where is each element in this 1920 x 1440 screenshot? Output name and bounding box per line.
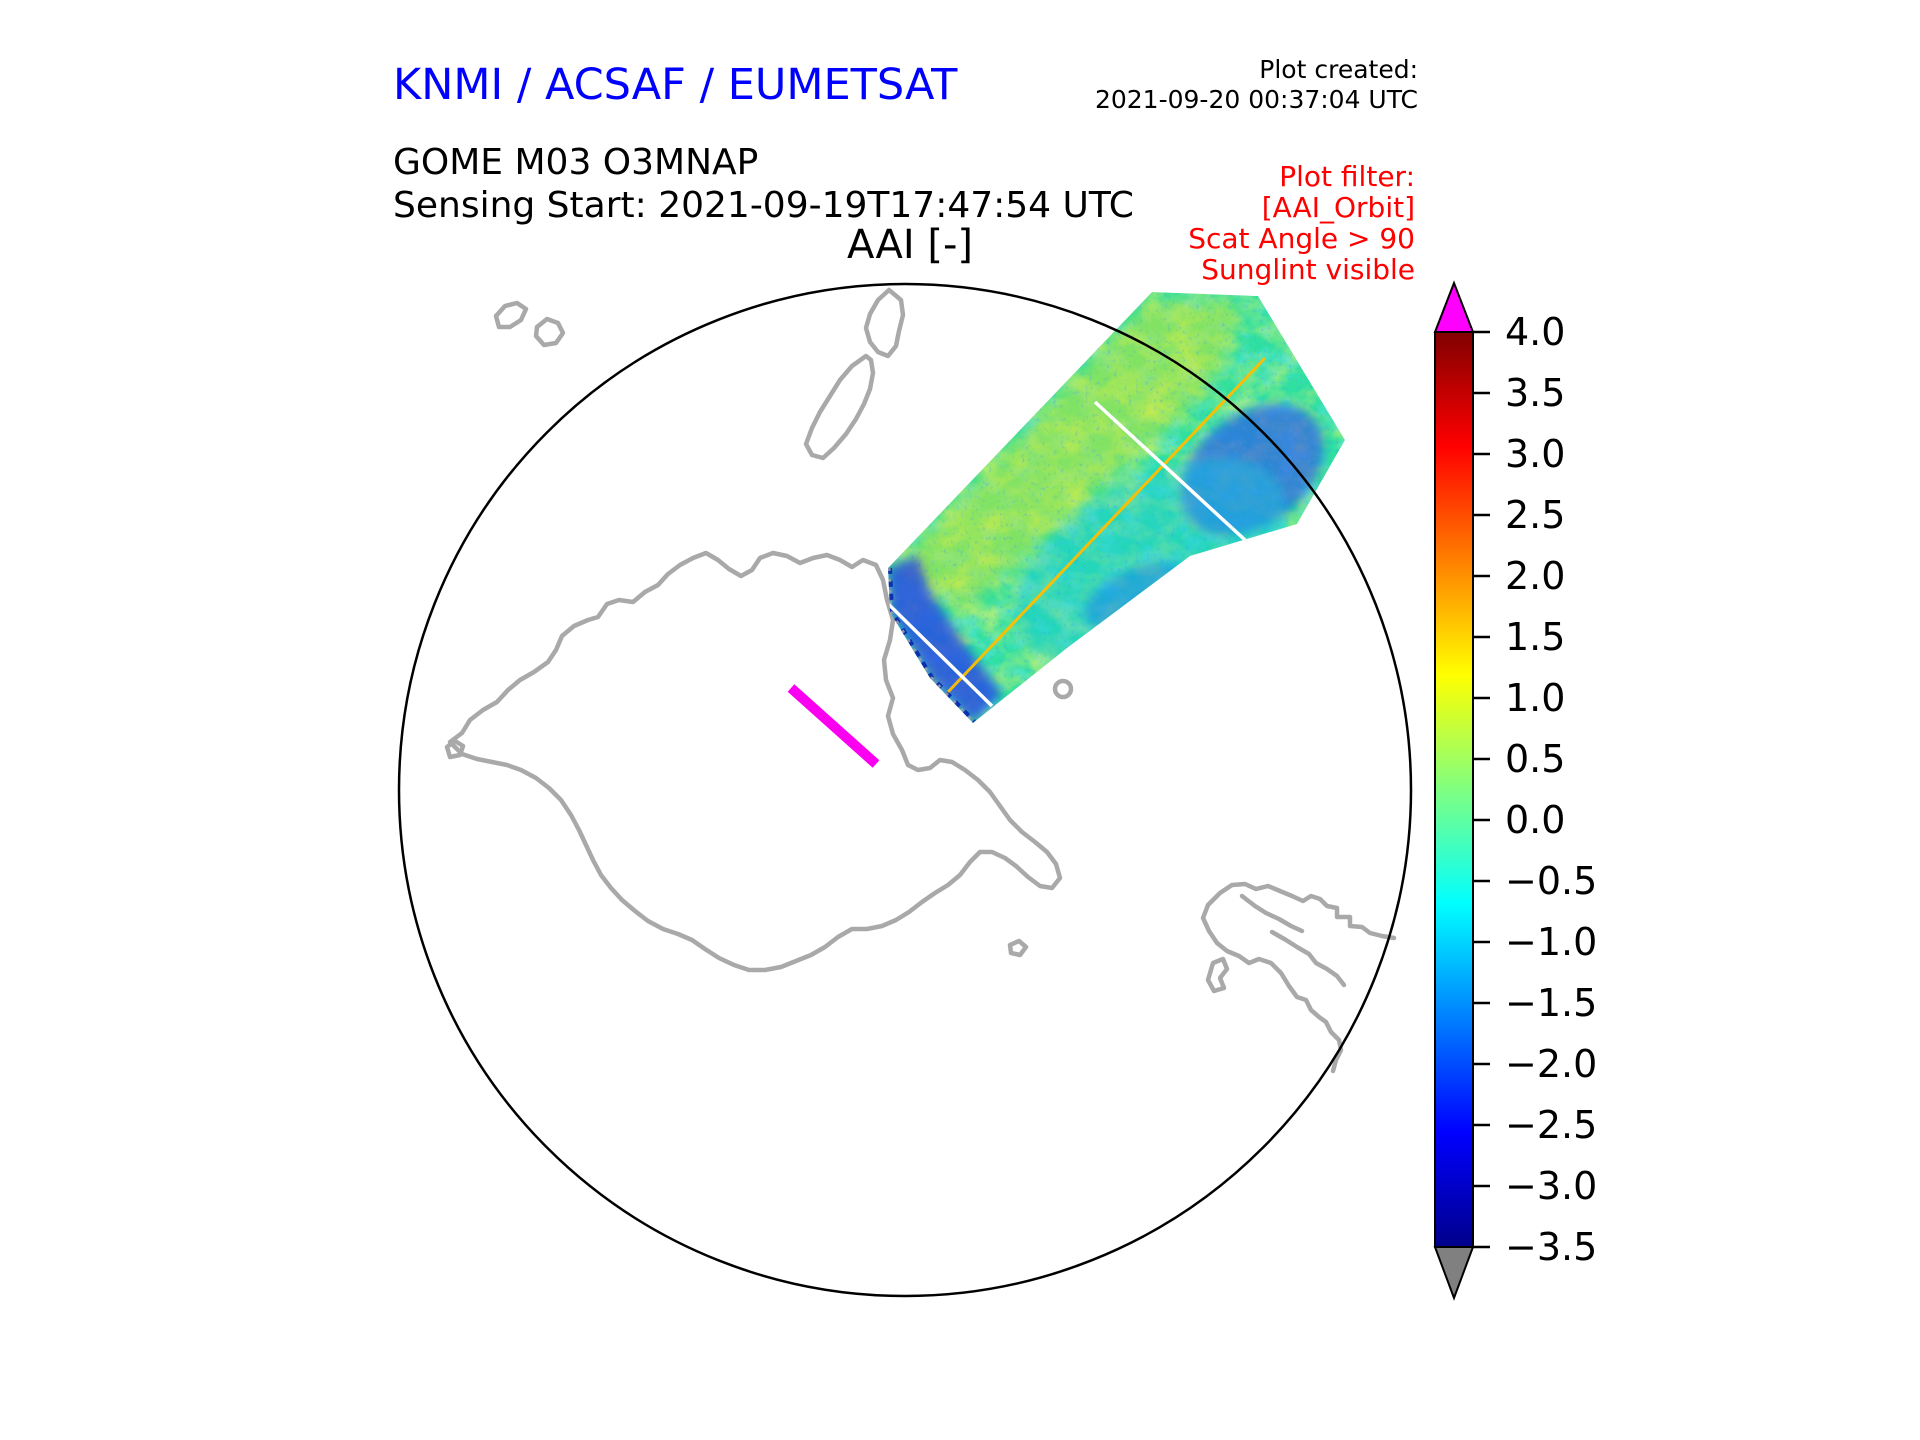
institute-title: KNMI / ACSAF / EUMETSAT bbox=[393, 60, 958, 110]
coastline bbox=[1239, 893, 1305, 934]
colorbar-tick-label: 0.5 bbox=[1505, 737, 1565, 781]
coastline bbox=[803, 353, 876, 461]
map-boundary-circle bbox=[397, 282, 1413, 1298]
filter-line: Sunglint visible bbox=[1201, 253, 1415, 286]
colorbar-under-arrow bbox=[1433, 1246, 1475, 1301]
filter-line: Plot filter: bbox=[1279, 160, 1415, 193]
coastlines bbox=[444, 287, 1397, 1074]
colorbar-tick-label: −2.0 bbox=[1505, 1042, 1597, 1086]
swath-edge-underrange-speckle bbox=[888, 567, 975, 723]
plot-created: Plot created: 2021-09-20 00:37:04 UTC bbox=[1095, 55, 1418, 115]
plot-created-label: Plot created: bbox=[1259, 55, 1418, 84]
satellite-swath bbox=[888, 292, 1345, 723]
coastline bbox=[1007, 938, 1029, 958]
colorbar-tick-label: 3.5 bbox=[1505, 371, 1565, 415]
colorbar-tick-label: 4.0 bbox=[1505, 310, 1565, 354]
coastline bbox=[493, 300, 529, 330]
coastline bbox=[1200, 902, 1344, 1074]
colorbar-tick-label: −3.0 bbox=[1505, 1164, 1597, 1208]
swath-edge-dark-speckle bbox=[888, 567, 976, 723]
filter-line: [AAI_Orbit] bbox=[1261, 191, 1415, 224]
colorbar-tick-label: −3.5 bbox=[1505, 1225, 1597, 1269]
filter-line: Scat Angle > 90 bbox=[1188, 222, 1415, 255]
swath-terminator-edge bbox=[888, 556, 1002, 723]
over-range-segment bbox=[787, 684, 880, 768]
coastline bbox=[1052, 678, 1074, 700]
colorbar-gradient-bar bbox=[1434, 331, 1474, 1248]
coastline bbox=[1205, 956, 1230, 994]
colorbar-tick-labels: 4.0 3.5 3.0 2.5 2.0 1.5 1.0 0.5 0.0 −0.5 −1.0 −1.5 −… bbox=[1505, 310, 1597, 1269]
coastline bbox=[444, 738, 466, 760]
product-info: GOME M03 O3MNAP Sensing Start: 2021-09-1… bbox=[393, 141, 1134, 227]
swath-track-streak bbox=[946, 356, 1267, 694]
colorbar: 4.0 3.5 3.0 2.5 2.0 1.5 1.0 0.5 0.0 −0.5 −1.0 −1.5 −… bbox=[1433, 280, 1597, 1301]
coastline bbox=[1205, 881, 1397, 941]
coastline bbox=[863, 287, 906, 359]
plot-filter-note: Plot filter: [AAI_Orbit] Scat Angle > 90… bbox=[1188, 161, 1415, 285]
colorbar-tick-label: −1.0 bbox=[1505, 920, 1597, 964]
colorbar-tick-label: 1.0 bbox=[1505, 676, 1565, 720]
colorbar-tick-label: 2.5 bbox=[1505, 493, 1565, 537]
colorbar-tick-label: −1.5 bbox=[1505, 981, 1597, 1025]
colorbar-tick-label: 0.0 bbox=[1505, 798, 1565, 842]
plot-created-value: 2021-09-20 00:37:04 UTC bbox=[1094, 85, 1418, 114]
colorbar-tick-label: −2.5 bbox=[1505, 1103, 1597, 1147]
colorbar-tick-label: −0.5 bbox=[1505, 859, 1597, 903]
sensing-start: Sensing Start: 2021-09-19T17:47:54 UTC bbox=[393, 185, 1134, 226]
colorbar-tick-label: 1.5 bbox=[1505, 615, 1565, 659]
colorbar-tick-label: 2.0 bbox=[1505, 554, 1565, 598]
colorbar-tick-label: 3.0 bbox=[1505, 432, 1565, 476]
coastline bbox=[447, 550, 1063, 973]
colorbar-over-arrow bbox=[1433, 280, 1475, 333]
plot-title: AAI [-] bbox=[847, 222, 973, 268]
colorbar-ticks bbox=[1473, 330, 1490, 1249]
coastline bbox=[533, 316, 566, 348]
product-name: GOME M03 O3MNAP bbox=[393, 142, 759, 183]
swath-gap-line bbox=[888, 586, 994, 708]
coastline bbox=[1269, 929, 1347, 988]
